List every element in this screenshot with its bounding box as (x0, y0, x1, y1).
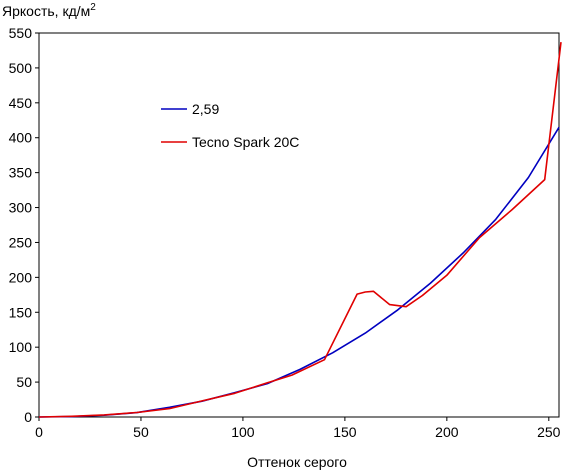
y-tick-label: 550 (9, 25, 33, 41)
y-tick-label: 150 (9, 304, 33, 320)
x-tick-label: 100 (231, 424, 255, 440)
legend-label: 2,59 (192, 101, 219, 117)
y-tick-label: 100 (9, 339, 33, 355)
series-line-2 (38, 42, 562, 418)
y-tick-label: 350 (9, 165, 33, 181)
y-tick-label: 450 (9, 95, 33, 111)
y-tick-label: 250 (9, 234, 33, 250)
y-tick-label: 300 (9, 200, 33, 216)
series-layer (38, 42, 562, 418)
legend: 2,59 Tecno Spark 20C (161, 101, 299, 150)
y-tick-label: 200 (9, 269, 33, 285)
legend-label: Tecno Spark 20C (192, 134, 299, 150)
y-tick-label: 500 (9, 60, 33, 76)
plot-area-border (38, 32, 560, 418)
x-tick-label: 0 (35, 424, 43, 440)
x-tick-label: 50 (133, 424, 149, 440)
x-axis: 0 50 100 150 200 250 (35, 417, 561, 440)
x-tick-label: 150 (333, 424, 357, 440)
y-axis: 0 50 100 150 200 250 300 350 400 450 500 550 (9, 25, 39, 425)
x-tick-label: 250 (537, 424, 561, 440)
y-tick-label: 400 (9, 130, 33, 146)
y-tick-label: 0 (24, 409, 32, 425)
y-tick-label: 50 (16, 374, 32, 390)
x-tick-label: 200 (435, 424, 459, 440)
plot-frame (38, 32, 560, 418)
y-axis-title-text: Яркость, кд/м (2, 3, 90, 19)
series-line-1 (38, 126, 560, 418)
x-axis-title: Оттенок серого (247, 454, 347, 470)
y-axis-title-superscript: 2 (90, 2, 96, 13)
y-axis-title: Яркость, кд/м2 (2, 2, 96, 19)
